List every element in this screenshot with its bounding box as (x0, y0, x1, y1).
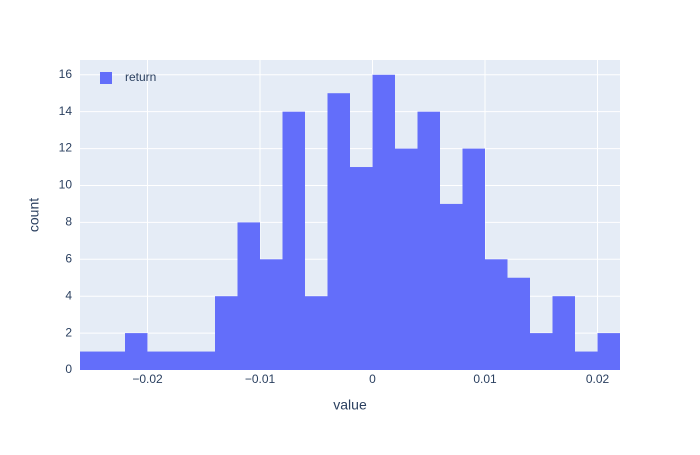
bar (215, 296, 238, 370)
bar (305, 296, 328, 370)
y-tick-label: 12 (59, 141, 73, 155)
bar (125, 333, 148, 370)
bar (530, 333, 553, 370)
x-tick-label: −0.02 (132, 372, 163, 386)
legend-swatch (100, 72, 112, 84)
bar (597, 333, 620, 370)
bar (395, 148, 418, 370)
x-axis-label: value (333, 397, 367, 413)
bar (237, 222, 260, 370)
bar (552, 296, 575, 370)
legend-label: return (125, 70, 156, 84)
x-tick-label: −0.01 (245, 372, 276, 386)
bar (147, 351, 170, 370)
y-tick-label: 6 (65, 251, 72, 265)
x-tick-label: 0.02 (586, 372, 610, 386)
bar (170, 351, 193, 370)
y-tick-label: 16 (59, 67, 73, 81)
bar (350, 167, 373, 370)
bar (417, 111, 440, 371)
bar (192, 351, 215, 370)
bar (507, 277, 530, 370)
bar (260, 259, 283, 370)
bar (102, 351, 125, 370)
bar (485, 259, 508, 370)
bar (327, 93, 350, 370)
bar (462, 148, 485, 370)
y-tick-label: 4 (65, 288, 72, 302)
x-tick-label: 0 (369, 372, 376, 386)
y-tick-label: 10 (59, 178, 73, 192)
bar (80, 351, 103, 370)
y-tick-label: 14 (59, 104, 73, 118)
bar (440, 203, 463, 370)
y-tick-label: 2 (65, 325, 72, 339)
y-axis-label: count (26, 198, 42, 232)
y-tick-label: 8 (65, 215, 72, 229)
y-tick-label: 0 (65, 362, 72, 376)
bar (282, 111, 305, 371)
bar (575, 351, 598, 370)
bar (372, 74, 395, 370)
x-tick-label: 0.01 (473, 372, 497, 386)
